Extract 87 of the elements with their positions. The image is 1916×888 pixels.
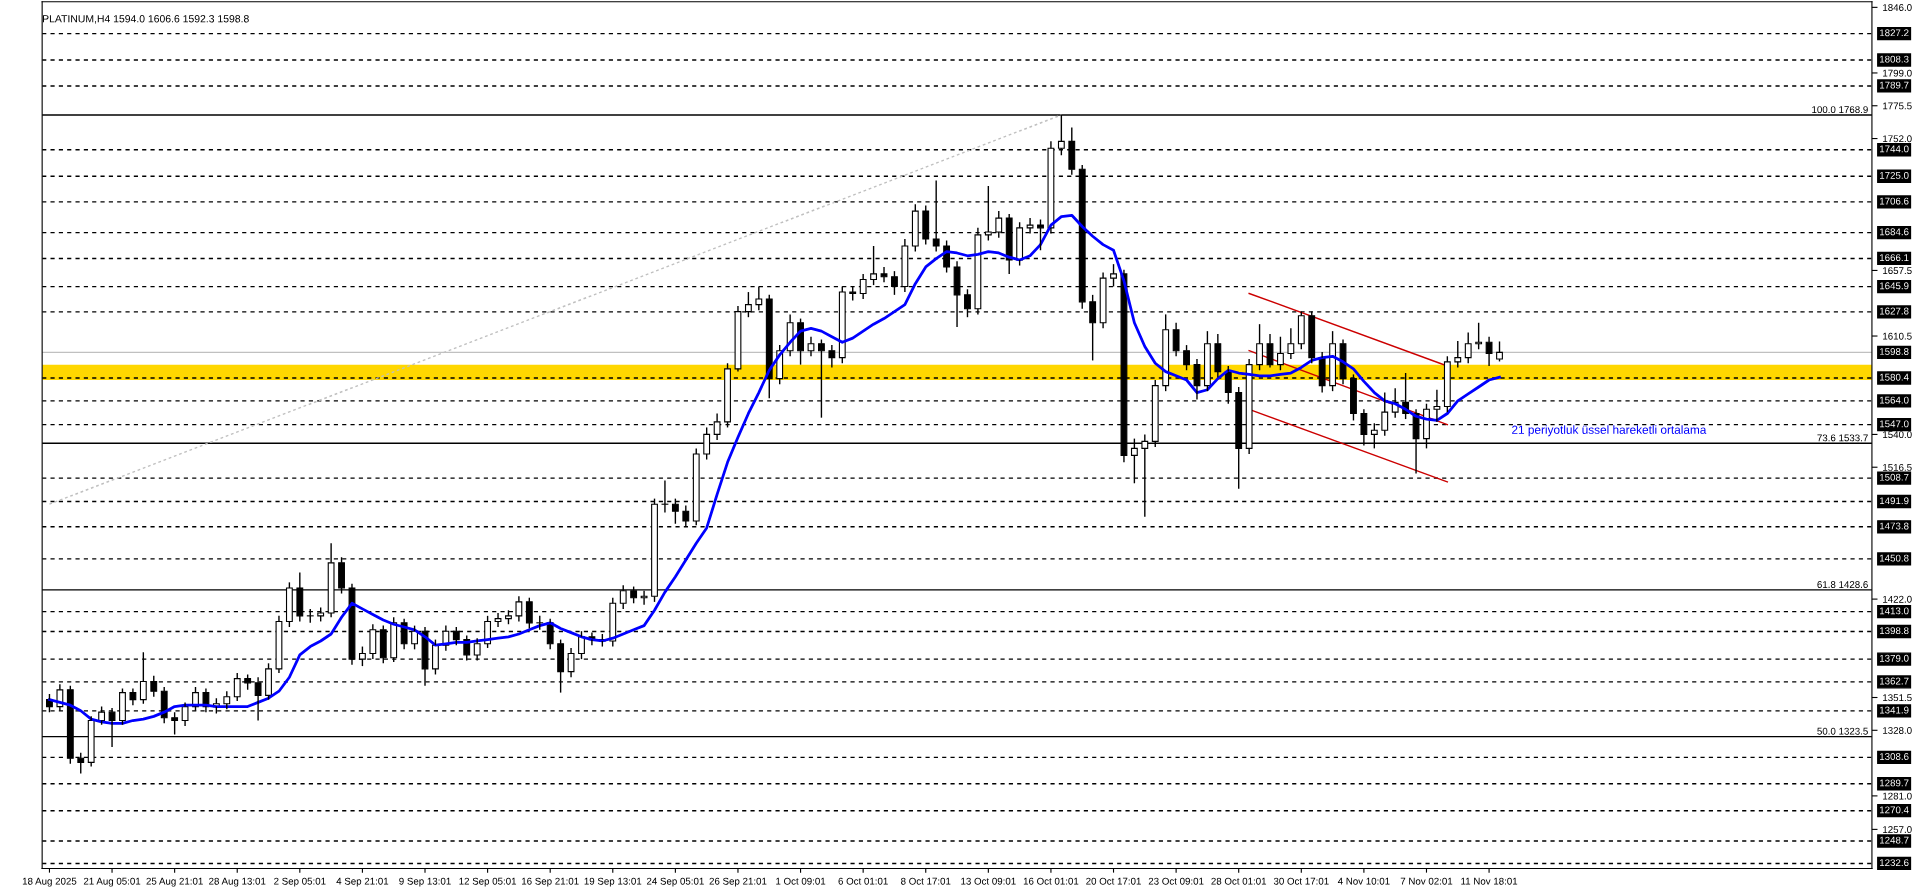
x-tick-label: 16 Sep 21:01 (522, 877, 579, 887)
x-tick-label: 25 Aug 21:01 (146, 877, 203, 887)
candlestick (494, 612, 502, 628)
x-tick-label: 1 Oct 09:01 (776, 877, 826, 885)
x-tick-label: 16 Oct 01:01 (1023, 877, 1079, 885)
x-tick-label: 4 Sep 21:01 (336, 877, 389, 887)
ref-line-label: 1744.0 (1879, 145, 1909, 153)
ref-line-label: 50.0 1323.5 (1817, 727, 1868, 735)
ref-line-label: 1666.1 (1879, 254, 1909, 262)
ref-line-label: 1827.2 (1879, 29, 1909, 37)
ref-line-label: 1413.0 (1879, 607, 1909, 615)
ref-line-label: 1547.0 (1879, 420, 1909, 428)
ref-line-label: 1398.8 (1879, 627, 1909, 635)
x-tick-label: 24 Sep 05:01 (646, 877, 704, 887)
x-tick-label: 20 Oct 17:01 (1086, 877, 1141, 885)
ref-line-label: 1232.6 (1879, 859, 1909, 867)
y-tick-label: 1610.5 (1883, 332, 1912, 340)
candlestick (515, 595, 523, 623)
x-tick-label: 11 Nov 18:01 (1461, 877, 1518, 885)
y-tick-label: 1281.0 (1883, 792, 1912, 800)
ref-line-label: 1491.9 (1879, 497, 1909, 505)
x-tick-label: 19 Sep 13:01 (584, 877, 642, 887)
ref-line-label: 1580.4 (1879, 373, 1909, 381)
candlestick (1339, 338, 1347, 385)
x-tick-label: 4 Nov 10:01 (1337, 877, 1390, 885)
ref-line-label: 1564.0 (1879, 396, 1909, 404)
ref-line-label: 1473.8 (1879, 522, 1909, 530)
ref-line-label: 1362.7 (1879, 677, 1909, 685)
y-tick-label: 1351.5 (1883, 694, 1912, 702)
ref-line-label: 1270.4 (1879, 806, 1909, 814)
ref-line-label: 1248.7 (1879, 836, 1909, 844)
ref-line-label: 73.6 1533.7 (1817, 434, 1868, 442)
x-tick-label: 13 Oct 09:01 (961, 877, 1016, 885)
y-tick-label: 1752.0 (1883, 135, 1912, 143)
candlestick (1287, 327, 1295, 360)
x-tick-label: 28 Aug 13:01 (209, 877, 266, 887)
ref-line-label: 1725.0 (1879, 171, 1909, 179)
x-tick-label: 7 Nov 02:01 (1400, 877, 1453, 885)
text: 21 periyotluk üssel hareketli ortalama (1512, 425, 1707, 437)
x-tick-label: 26 Sep 21:01 (709, 877, 767, 887)
ref-line-label: 1289.7 (1879, 779, 1909, 787)
ref-line-label: 1684.6 (1879, 228, 1909, 236)
y-tick-label: 1846.0 (1883, 4, 1912, 11)
ref-line-label: 1508.7 (1879, 473, 1909, 481)
y-tick-label: 1657.5 (1883, 267, 1912, 275)
candlestick (1099, 271, 1107, 330)
y-tick-label: 1799.0 (1883, 69, 1912, 77)
candlestick (807, 336, 815, 357)
ref-line-label: 1341.9 (1879, 706, 1909, 714)
candlestick (1214, 333, 1222, 378)
y-tick-label: 1775.5 (1883, 102, 1912, 110)
x-tick-label: 23 Oct 09:01 (1148, 877, 1204, 885)
candlestick (1266, 333, 1274, 369)
candlestick (1172, 322, 1180, 357)
candlestick (129, 687, 137, 706)
ref-line-label: 1706.6 (1879, 197, 1909, 205)
candlestick (275, 615, 283, 674)
candlestick (880, 266, 888, 283)
ref-line-label: 1598.8 (1879, 348, 1909, 355)
x-tick-label: 2 Sep 05:01 (274, 877, 326, 887)
x-tick-label: 8 Oct 17:01 (901, 877, 951, 885)
x-tick-label: 9 Sep 13:01 (399, 877, 451, 887)
x-tick-label: 30 Oct 17:01 (1273, 877, 1329, 885)
text: PLATINUM,H4 1594.0 1606.6 1592.3 1598.8 (43, 15, 249, 24)
ref-line-label: 61.8 1428.6 (1817, 581, 1868, 588)
ref-line-label: 100.0 1768.9 (1812, 106, 1868, 114)
y-tick-label: 1257.0 (1883, 826, 1912, 833)
line-series (48, 213, 1501, 725)
candlestick (828, 344, 836, 369)
ref-line-label: 1808.3 (1879, 55, 1909, 63)
x-tick-label: 12 Sep 05:01 (459, 877, 517, 887)
y-tick-label: 1540.0 (1883, 431, 1912, 439)
y-tick-label: 1516.5 (1883, 463, 1912, 471)
x-tick-label: 21 Aug 05:01 (83, 877, 141, 887)
candlestick (181, 701, 189, 727)
ref-line-label: 1627.8 (1879, 307, 1909, 315)
candlestick (1485, 336, 1493, 367)
ref-line-label: 1379.0 (1879, 654, 1909, 662)
y-tick-label: 1422.0 (1883, 595, 1912, 603)
y-tick-label: 1328.0 (1883, 727, 1912, 734)
ref-line-label: 1789.7 (1879, 81, 1909, 89)
ref-line-label: 1450.8 (1879, 554, 1909, 562)
x-tick-label: 28 Oct 01:01 (1211, 877, 1267, 885)
x-tick-label: 6 Oct 01:01 (838, 877, 888, 885)
ref-line-label: 1308.6 (1879, 753, 1909, 760)
x-tick-label: 18 Aug 2025 (22, 877, 77, 887)
ref-line-label: 1645.9 (1879, 282, 1909, 290)
